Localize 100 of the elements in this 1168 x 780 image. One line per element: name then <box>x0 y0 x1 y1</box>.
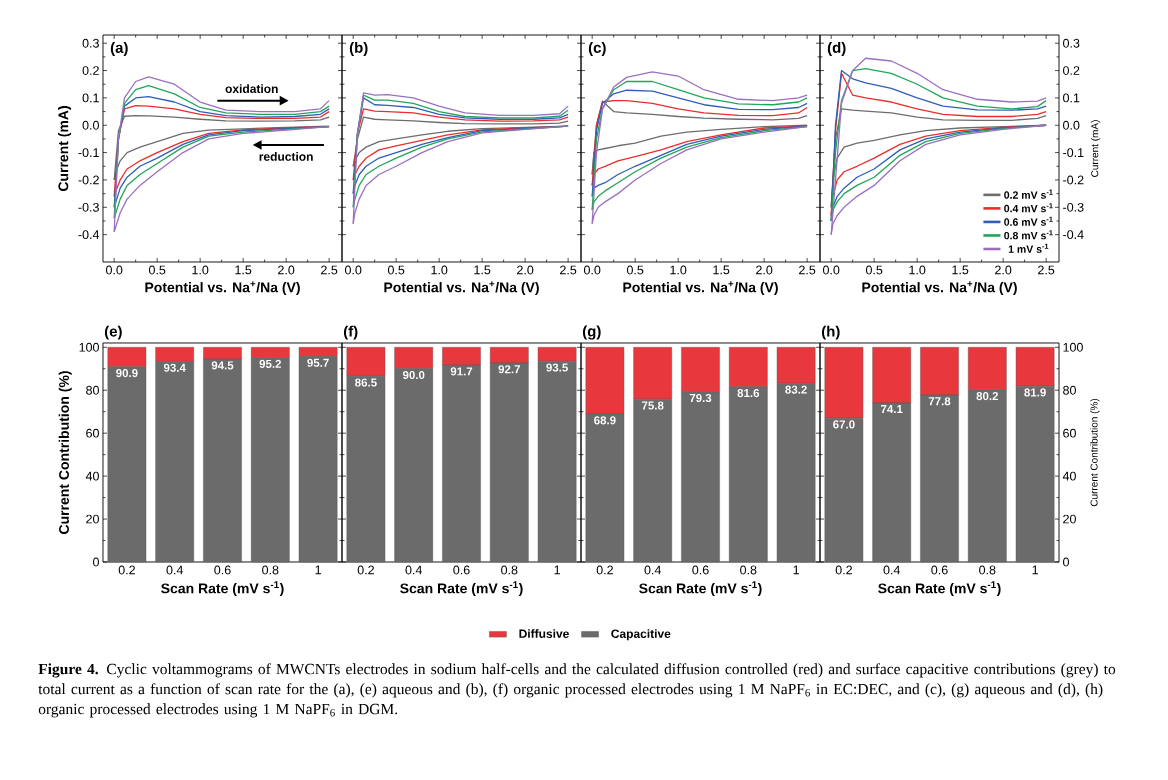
y-tick-label: -0.3 <box>78 202 99 212</box>
x-tick-label: 0.5 <box>865 265 883 275</box>
y2-axis-title: Current Contribution (%) <box>1090 398 1100 507</box>
y-tick-label: -0.4 <box>78 230 100 240</box>
y-axis-title: Current Contribution (%) <box>58 371 72 534</box>
x-tick-label: 0.8 <box>740 565 757 575</box>
x-tick-label: 2.0 <box>756 265 773 275</box>
data-label: 95.2 <box>259 359 282 368</box>
x-tick-label: 1.0 <box>431 265 448 275</box>
annotation: (c) <box>588 41 606 56</box>
x-tick-label: 2.0 <box>517 265 534 275</box>
legend-label: 0.6 mV s$^{-1}$ <box>1004 216 1053 226</box>
x-tick-label: 0.2 <box>357 565 374 575</box>
data-label: 75.8 <box>642 401 664 410</box>
data-label: 77.8 <box>928 397 951 406</box>
y-tick-label: 20 <box>86 514 99 524</box>
legend-label: Diffusive <box>519 629 569 638</box>
data-label: 92.7 <box>498 365 520 374</box>
x-tick-label: 0.5 <box>387 265 405 275</box>
data-label: 93.4 <box>163 363 186 372</box>
x-axis-title: Scan Rate (mV s$^{-1}$) <box>639 581 762 597</box>
x-tick-label: 0.0 <box>822 265 840 275</box>
data-label: 95.7 <box>307 358 329 367</box>
data-label: 74.1 <box>881 405 903 414</box>
legend-label: 0.2 mV s$^{-1}$ <box>1004 189 1053 199</box>
x-tick-label: 1.5 <box>713 265 730 275</box>
y2-tick-label: 0.2 <box>1063 66 1080 75</box>
y2-tick-label: -0.2 <box>1063 175 1084 185</box>
x-tick-label: 0.8 <box>501 565 518 575</box>
x-tick-label: 0.2 <box>596 565 613 575</box>
y-tick-label: 60 <box>86 428 99 438</box>
legend-label: 0.4 mV s$^{-1}$ <box>1004 203 1053 213</box>
y-tick-label: 0.1 <box>82 93 99 103</box>
y-tick-label: 0.0 <box>82 120 99 130</box>
x-tick-label: 0.6 <box>453 565 470 575</box>
legend-label: 1 mV s$^{-1}$ <box>1008 243 1049 253</box>
y2-tick-label: 20 <box>1063 514 1076 524</box>
x-tick-label: 0.8 <box>979 565 996 575</box>
y-tick-label: -0.1 <box>78 148 99 158</box>
data-label: 81.9 <box>1024 388 1046 397</box>
x-tick-label: 1.0 <box>670 265 687 275</box>
y-tick-label: 40 <box>85 471 99 481</box>
text: (g) <box>582 325 601 340</box>
y2-tick-label: 80 <box>1063 385 1076 395</box>
data-label: 79.3 <box>689 393 712 403</box>
x-tick-label: 2.5 <box>1038 265 1055 275</box>
data-label: 68.9 <box>594 416 616 425</box>
x-tick-label: 0.6 <box>214 565 231 575</box>
x-tick-label: 0.4 <box>644 565 662 575</box>
legend-label: Capacitive <box>611 629 671 641</box>
x-tick-label: 0.4 <box>883 565 901 575</box>
x-tick-label: 0.6 <box>931 565 948 575</box>
x-axis-title: Potential vs. Na$^{+}$/Na (V) <box>862 281 1017 296</box>
y2-tick-label: 0.1 <box>1063 93 1080 103</box>
x-tick-label: 2.0 <box>995 265 1012 275</box>
y-tick-label: 0.2 <box>82 66 99 75</box>
data-label: 94.5 <box>211 361 234 370</box>
text: (e) <box>104 325 122 340</box>
x-tick-label: 2.0 <box>278 265 295 275</box>
data-label: 86.5 <box>355 378 377 387</box>
data-label: 80.2 <box>976 392 999 401</box>
data-label: 90.9 <box>116 369 138 378</box>
x-tick-label: 0.5 <box>148 265 166 275</box>
data-label: 90.0 <box>402 370 425 380</box>
y2-tick-label: 0 <box>1063 557 1069 567</box>
data-label: 81.6 <box>737 389 760 398</box>
text: (f) <box>343 325 358 340</box>
annotation: (d) <box>827 41 846 56</box>
x-tick-label: 0.5 <box>626 265 644 275</box>
text: (h) <box>821 325 840 340</box>
x-tick-label: 0.4 <box>166 565 184 575</box>
x-axis-title: Potential vs. Na$^{+}$/Na (V) <box>145 281 300 296</box>
x-tick-label: 0.6 <box>692 565 709 575</box>
y2-tick-label: 0.3 <box>1063 38 1080 48</box>
x-tick-label: 1.5 <box>952 265 969 275</box>
y2-tick-label: -0.4 <box>1063 230 1084 240</box>
y-tick-label: 0.3 <box>82 38 99 48</box>
x-tick-label: 0.2 <box>835 565 852 575</box>
x-tick-label: 2.5 <box>321 265 338 275</box>
annotation: oxidation <box>225 84 278 93</box>
y2-tick-label: 100 <box>1063 342 1083 352</box>
x-tick-label: 2.5 <box>560 265 577 275</box>
x-tick-label: 1.0 <box>192 265 209 275</box>
y2-tick-label: 40 <box>1062 471 1076 481</box>
x-axis-title: Scan Rate (mV s$^{-1}$) <box>161 581 284 597</box>
text: Figure 4. Cyclic voltammograms of MWCNTs electrodes in sodium half-cells and the calculated diffusion controlled (red) and surface capacitive contributions (grey) to total current as a function of scan rate for the (a), (e) aqueous and (b), (f) organic processed electrodes using 1 M NaPF$_{6}$ in EC:DEC, and (c), (g) aqueous and (d), (h) organic processed electrodes using 1 M NaPF$_{6}$ in DGM. <box>38 663 1116 718</box>
x-tick-label: 1 <box>554 565 560 575</box>
y-axis-title: Current (mA) <box>58 106 72 192</box>
y2-axis-title: Current (mA) <box>1090 120 1101 177</box>
data-label: 67.0 <box>833 420 855 429</box>
y-tick-label: 80 <box>86 385 99 395</box>
x-tick-label: 0.2 <box>118 565 135 575</box>
x-axis-title: Potential vs. Na$^{+}$/Na (V) <box>384 281 539 296</box>
y2-tick-label: 0.0 <box>1063 120 1080 130</box>
data-label: 83.2 <box>785 385 807 394</box>
y2-tick-label: -0.3 <box>1063 202 1084 212</box>
x-tick-label: 0.4 <box>405 565 423 575</box>
x-tick-label: 0.0 <box>344 265 362 275</box>
x-tick-label: 2.5 <box>799 265 816 275</box>
x-tick-label: 1 <box>315 565 321 575</box>
